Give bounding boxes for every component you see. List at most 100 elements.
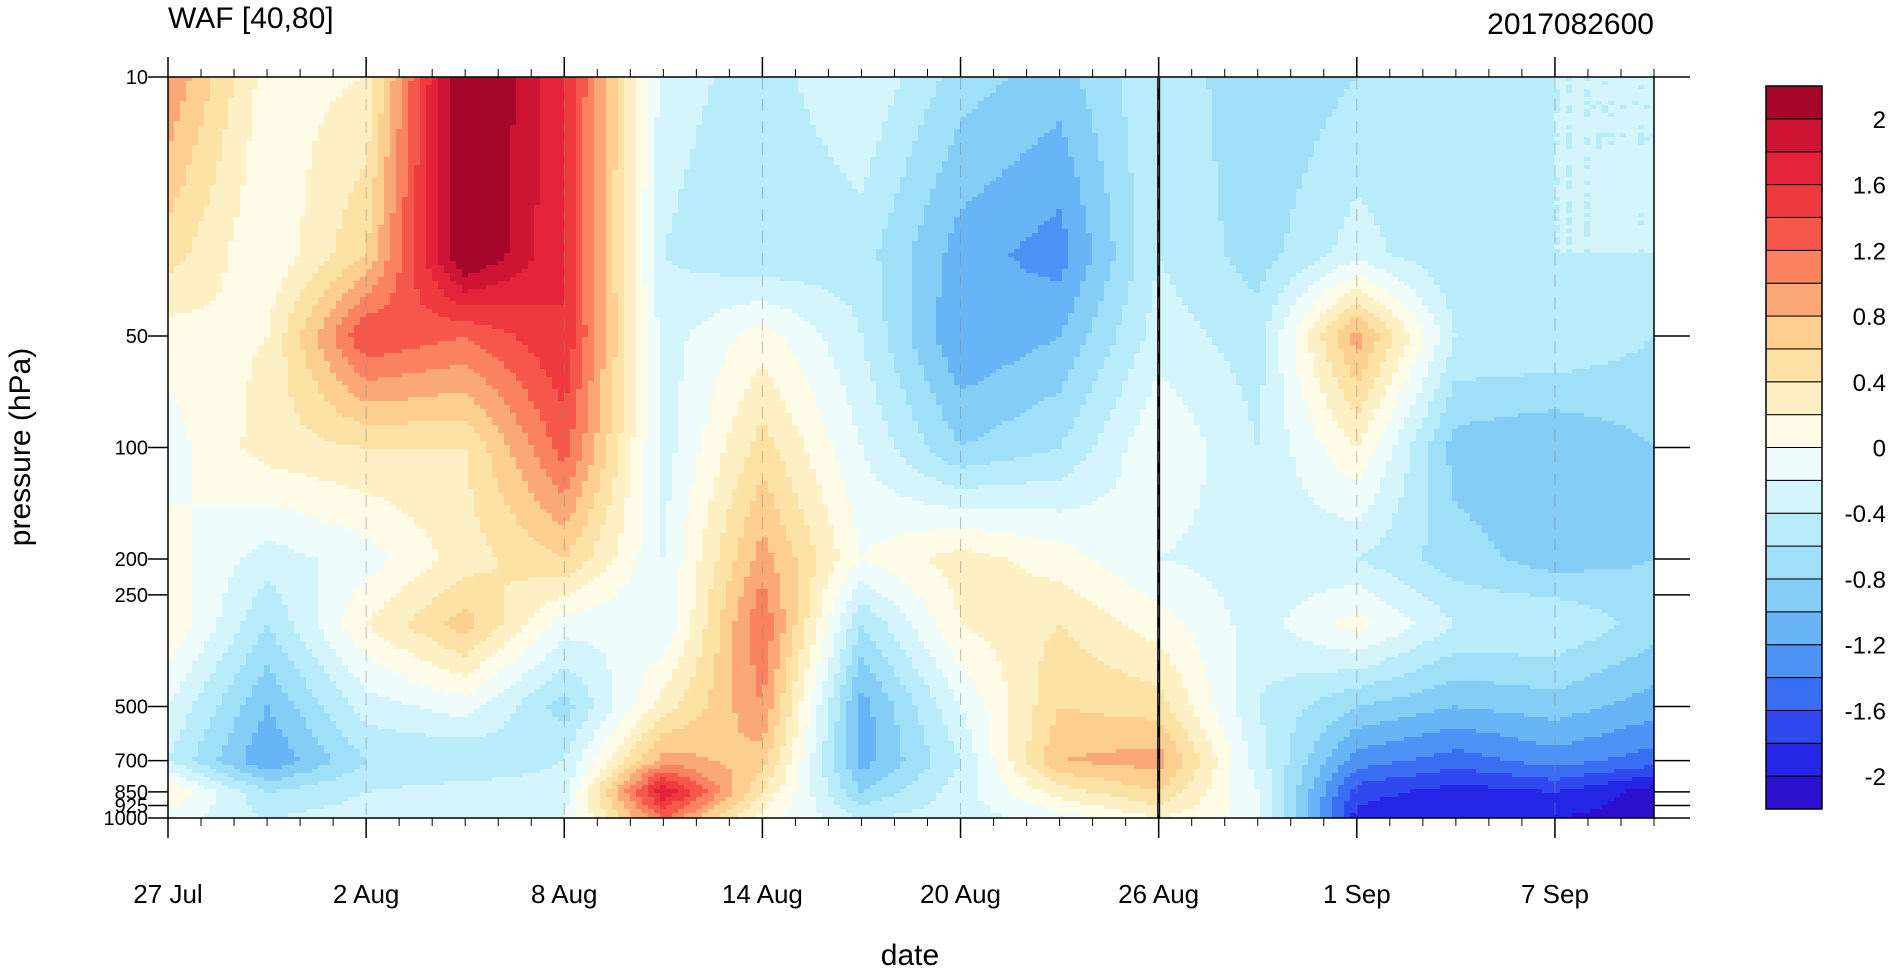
heatmap-cell (678, 121, 685, 126)
heatmap-cell (1566, 81, 1573, 86)
heatmap-cell (1518, 101, 1525, 106)
heatmap-cell (1224, 109, 1231, 114)
heatmap-cell (846, 93, 853, 98)
heatmap-cell (1314, 133, 1321, 138)
heatmap-cell (990, 153, 997, 158)
heatmap-cell (258, 149, 265, 154)
heatmap-cell (1086, 85, 1093, 90)
heatmap-cell (1536, 137, 1543, 142)
heatmap-cell (414, 105, 421, 110)
heatmap-cell (414, 97, 421, 102)
heatmap-cell (1032, 153, 1039, 158)
heatmap-cell (882, 117, 889, 122)
heatmap-cell (1560, 85, 1567, 90)
heatmap-cell (408, 101, 415, 106)
heatmap-cell (198, 89, 205, 94)
heatmap-cell (666, 149, 673, 154)
heatmap-cell (630, 125, 637, 130)
heatmap-cell (888, 109, 895, 114)
heatmap-cell (1512, 93, 1519, 98)
heatmap-cell (516, 129, 523, 134)
heatmap-cell (1344, 109, 1351, 114)
heatmap-cell (300, 149, 307, 154)
heatmap-cell (1158, 121, 1165, 126)
heatmap-cell (978, 125, 985, 130)
heatmap-cell (1428, 153, 1435, 158)
heatmap-cell (1644, 97, 1651, 102)
heatmap-cell (1320, 117, 1327, 122)
heatmap-cell (210, 81, 217, 86)
heatmap-cell (1530, 97, 1537, 102)
heatmap-cell (1428, 141, 1435, 146)
heatmap-cell (624, 145, 631, 150)
heatmap-cell (930, 145, 937, 150)
heatmap-cell (990, 137, 997, 142)
heatmap-cell (750, 85, 757, 90)
heatmap-cell (1308, 133, 1315, 138)
heatmap-cell (906, 149, 913, 154)
heatmap-cell (1542, 149, 1549, 154)
heatmap-cell (1386, 121, 1393, 126)
heatmap-cell (1506, 93, 1513, 98)
heatmap-cell (1398, 141, 1405, 146)
heatmap-cell (1080, 145, 1087, 150)
heatmap-cell (246, 137, 253, 142)
heatmap-cell (630, 149, 637, 154)
heatmap-cell (1122, 113, 1129, 118)
heatmap-cell (1536, 145, 1543, 150)
heatmap-cell (582, 125, 589, 130)
heatmap-cell (1128, 125, 1135, 130)
heatmap-cell (1494, 149, 1501, 154)
heatmap-cell (828, 97, 835, 102)
heatmap-cell (792, 117, 799, 122)
heatmap-cell (996, 81, 1003, 86)
heatmap-cell (1530, 113, 1537, 118)
heatmap-cell (1416, 149, 1423, 154)
heatmap-cell (468, 117, 475, 122)
heatmap-cell (1584, 105, 1591, 110)
heatmap-cell (1086, 93, 1093, 98)
heatmap-cell (1200, 81, 1207, 86)
heatmap-cell (798, 121, 805, 126)
heatmap-cell (1104, 125, 1111, 130)
heatmap-cell (1230, 105, 1237, 110)
heatmap-cell (408, 109, 415, 114)
heatmap-cell (354, 133, 361, 138)
heatmap-cell (360, 121, 367, 126)
heatmap-cell (1488, 101, 1495, 106)
heatmap-cell (534, 101, 541, 106)
heatmap-cell (1644, 129, 1651, 134)
heatmap-cell (1410, 101, 1417, 106)
heatmap-cell (414, 129, 421, 134)
heatmap-cell (1332, 145, 1339, 150)
heatmap-cell (1386, 145, 1393, 150)
heatmap-cell (528, 97, 535, 102)
heatmap-cell (1014, 141, 1021, 146)
heatmap-cell (618, 133, 625, 138)
heatmap-cell (1002, 81, 1009, 86)
heatmap-cell (840, 153, 847, 158)
heatmap-cell (618, 137, 625, 142)
heatmap-cell (420, 81, 427, 86)
heatmap-cell (594, 145, 601, 150)
heatmap-cell (1398, 89, 1405, 94)
heatmap-cell (972, 129, 979, 134)
heatmap-cell (516, 109, 523, 114)
heatmap-cell (690, 81, 697, 86)
heatmap-cell (1392, 149, 1399, 154)
heatmap-cell (1374, 105, 1381, 110)
heatmap-cell (378, 141, 385, 146)
heatmap-cell (498, 133, 505, 138)
heatmap-cell (1620, 133, 1627, 138)
heatmap-cell (336, 141, 343, 146)
heatmap-cell (660, 105, 667, 110)
heatmap-cell (780, 125, 787, 130)
heatmap-cell (972, 121, 979, 126)
heatmap-cell (510, 85, 517, 90)
heatmap-cell (168, 125, 175, 130)
heatmap-cell (1134, 105, 1141, 110)
heatmap-cell (954, 137, 961, 142)
heatmap-cell (1536, 81, 1543, 86)
heatmap-cell (426, 85, 433, 90)
heatmap-cell (960, 137, 967, 142)
